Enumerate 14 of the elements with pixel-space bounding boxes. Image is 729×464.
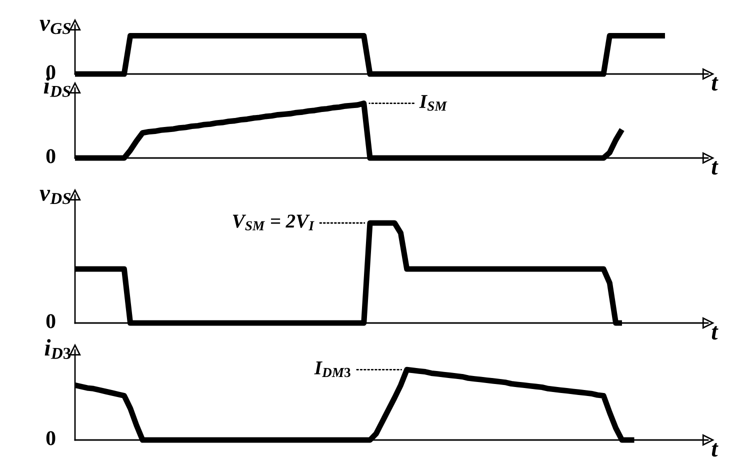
text: 0	[46, 149, 56, 164]
x-axis-title: t	[712, 77, 718, 91]
text: 0	[46, 431, 56, 446]
x-axis-title: t	[712, 443, 718, 457]
text: 0	[46, 314, 56, 328]
y-axis-title: i$_{D3}$	[44, 339, 71, 359]
y-axis-title: v$_{GS}$	[40, 20, 71, 34]
x-axis-title: t	[712, 161, 718, 175]
annotation: I$_{DM3}$	[314, 362, 350, 378]
x-axis-title: t	[712, 326, 718, 340]
y-axis-title: v$_{DS}$	[40, 190, 71, 204]
annotation: I$_{SM}$	[419, 95, 448, 111]
text: 0	[46, 65, 56, 80]
annotation: V$_{SM}$ = 2V$_{I}$	[232, 214, 314, 230]
